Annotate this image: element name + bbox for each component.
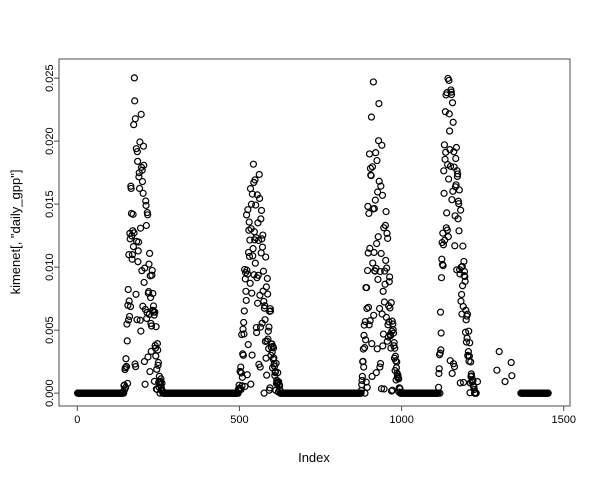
svg-text:Index: Index [298,450,330,465]
svg-text:0.015: 0.015 [44,190,56,218]
svg-text:500: 500 [230,414,248,426]
svg-text:0: 0 [74,414,80,426]
svg-text:0.005: 0.005 [44,316,56,344]
svg-text:1500: 1500 [552,414,576,426]
svg-text:0.020: 0.020 [44,127,56,155]
svg-text:kimenet[, "daily_gpp"]: kimenet[, "daily_gpp"] [8,170,23,295]
svg-text:0.025: 0.025 [44,64,56,92]
svg-text:1000: 1000 [389,414,413,426]
svg-text:0.000: 0.000 [44,379,56,407]
svg-text:0.010: 0.010 [44,253,56,281]
